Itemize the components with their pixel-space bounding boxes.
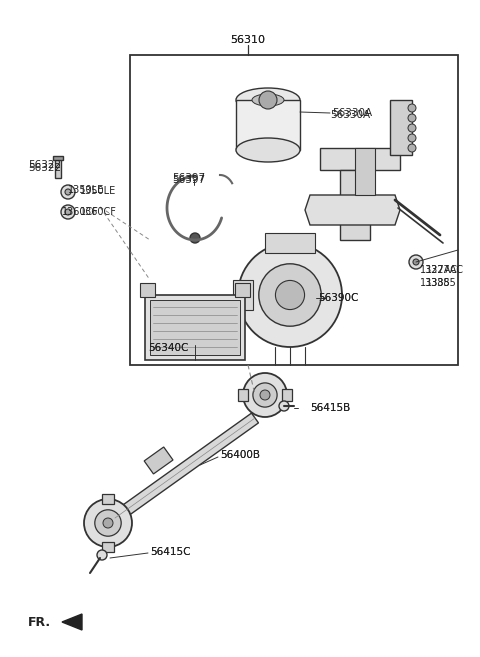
Bar [390,100,412,155]
Text: 56400B: 56400B [220,450,260,460]
Circle shape [190,233,200,243]
Text: 13385: 13385 [426,278,457,288]
Text: 56322: 56322 [28,163,61,173]
Text: 13385: 13385 [420,278,451,288]
Bar [140,283,155,297]
Circle shape [61,185,75,199]
Bar [340,170,370,240]
Text: 56415C: 56415C [150,547,191,557]
Circle shape [276,281,304,309]
Text: 56330A: 56330A [330,110,370,120]
Circle shape [408,104,416,112]
Circle shape [238,243,342,347]
Text: 56400B: 56400B [220,450,260,460]
Polygon shape [111,413,259,523]
Circle shape [253,383,277,407]
Circle shape [95,510,121,536]
Bar [130,55,458,365]
Bar [145,295,245,360]
Circle shape [65,189,71,195]
Circle shape [103,518,113,528]
Text: 1360CF: 1360CF [62,207,99,217]
Circle shape [84,499,132,547]
Text: 1327AC: 1327AC [420,265,458,275]
Circle shape [408,114,416,122]
Bar [282,389,292,401]
Bar [53,156,63,160]
Circle shape [259,264,321,326]
Text: 56415C: 56415C [150,547,191,557]
Text: 1350LE: 1350LE [80,186,116,196]
Text: 56390C: 56390C [318,293,359,303]
Bar [144,447,173,474]
Bar [355,148,375,195]
Ellipse shape [236,88,300,112]
Circle shape [260,390,270,400]
Text: 1327AC: 1327AC [426,265,464,275]
Circle shape [65,209,71,215]
Text: 56415B: 56415B [310,403,350,413]
Text: 56310: 56310 [230,35,265,45]
Text: 56397: 56397 [172,175,205,185]
Bar [102,494,114,504]
Circle shape [408,124,416,132]
Text: 56310: 56310 [230,35,265,45]
Bar [236,100,300,150]
Text: FR.: FR. [28,616,51,629]
Bar [233,280,253,310]
Text: 56322: 56322 [28,160,61,170]
Circle shape [61,205,75,219]
Ellipse shape [252,94,284,106]
Bar [238,389,248,401]
Polygon shape [62,614,82,630]
Circle shape [409,255,423,269]
Text: 56340C: 56340C [148,343,188,353]
Circle shape [408,144,416,152]
Bar [102,542,114,552]
Text: 1350LE: 1350LE [68,185,104,195]
Circle shape [259,91,277,109]
Circle shape [97,550,107,560]
Circle shape [243,373,287,417]
Bar [150,300,240,355]
Bar [320,148,400,170]
Text: 56390C: 56390C [318,293,359,303]
Ellipse shape [236,138,300,162]
Circle shape [279,401,289,411]
Text: 56415B: 56415B [310,403,350,413]
Circle shape [413,259,419,265]
Text: 56397: 56397 [172,173,205,183]
Circle shape [408,134,416,142]
Text: 56340C: 56340C [148,343,188,353]
Text: 1360CF: 1360CF [80,207,117,217]
Bar [265,233,315,253]
Bar [55,158,61,178]
Polygon shape [305,195,400,225]
Text: 56330A: 56330A [332,108,372,118]
Bar [235,283,250,297]
